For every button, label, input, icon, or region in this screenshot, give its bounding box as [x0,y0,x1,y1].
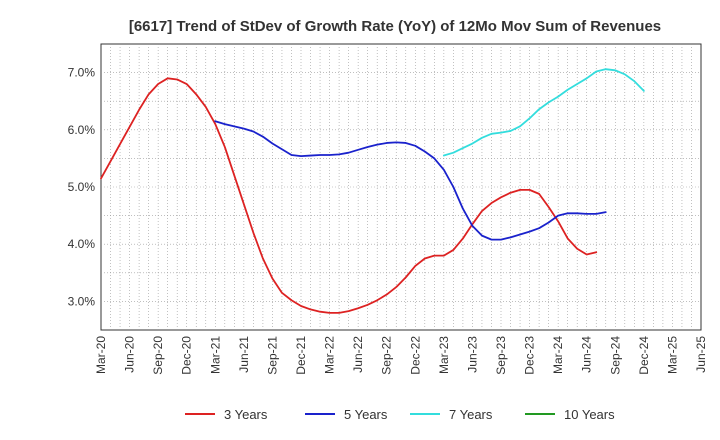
series-lines [100,68,645,314]
y-axis-tick-labels: 3.0% 4.0% 5.0% 6.0% 7.0% [68,66,96,309]
chart-title: [6617] Trend of StDev of Growth Rate (Yo… [129,18,661,35]
x-tick-label: Sep-22 [380,336,394,375]
y-tick-label: 6.0% [68,123,96,137]
legend-label-3-years: 3 Years [224,407,268,422]
y-tick-label: 5.0% [68,180,96,194]
x-tick-label: Mar-24 [551,336,565,374]
series-line-5-years [214,120,607,241]
y-tick-label: 7.0% [68,66,96,80]
series-line-7-years [442,68,645,157]
x-tick-label: Jun-22 [351,336,365,373]
x-tick-label: Mar-23 [437,336,451,374]
x-tick-label: Dec-24 [637,336,651,375]
x-tick-label: Sep-23 [494,336,508,375]
x-tick-label: Sep-24 [608,336,622,375]
x-tick-label: Jun-23 [465,336,479,373]
legend-label-5-years: 5 Years [344,407,388,422]
series-line-3-years [100,77,598,314]
x-tick-label: Sep-20 [151,336,165,375]
x-tick-label: Jun-24 [580,336,594,373]
x-tick-label: Dec-22 [408,336,422,375]
legend-label-10-years: 10 Years [564,407,615,422]
x-tick-label: Mar-20 [94,336,108,374]
x-tick-label: Jun-21 [237,336,251,373]
x-tick-label: Jun-25 [694,336,708,373]
horizontal-grid [101,72,701,302]
x-tick-label: Dec-20 [180,336,194,375]
x-tick-label: Mar-25 [665,336,679,374]
y-tick-label: 4.0% [68,237,96,251]
x-tick-label: Mar-21 [208,336,222,374]
x-tick-label: Jun-20 [123,336,137,373]
x-tick-label: Dec-23 [523,336,537,375]
legend-label-7-years: 7 Years [449,407,493,422]
y-tick-label: 3.0% [68,294,96,308]
x-tick-label: Dec-21 [294,336,308,375]
x-axis-tick-labels: Mar-20 Jun-20 Sep-20 Dec-20 Mar-21 Jun-21 Sep-… [94,336,708,375]
x-tick-label: Mar-22 [323,336,337,374]
legend: 3 Years 5 Years 7 Years 10 Years [185,407,615,422]
x-tick-label: Sep-21 [265,336,279,375]
